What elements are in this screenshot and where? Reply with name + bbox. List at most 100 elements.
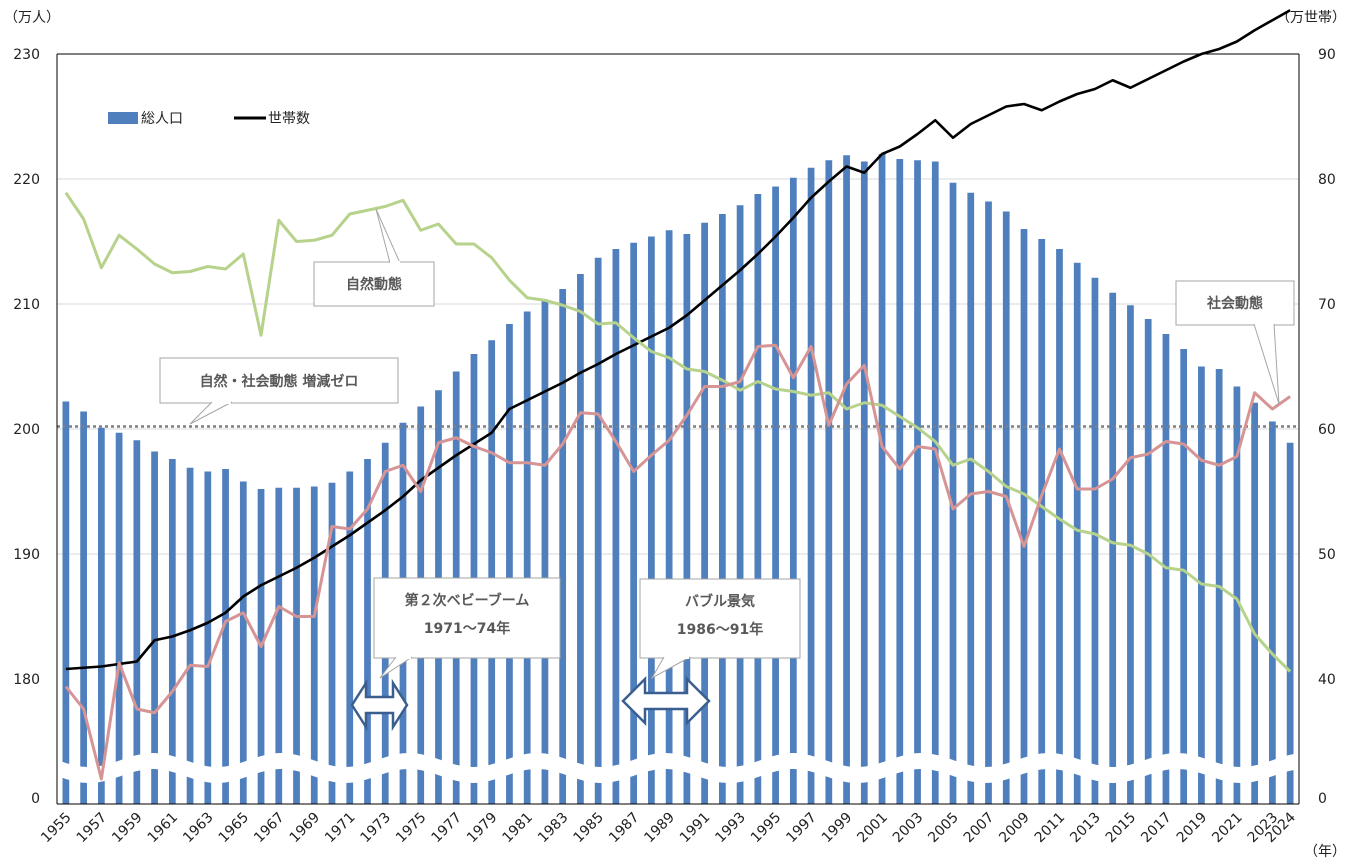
- x-tick-label: 1973: [358, 810, 395, 847]
- bar-population: [1056, 249, 1063, 804]
- right-tick-label: 50: [1318, 547, 1336, 563]
- bar-population: [931, 161, 939, 804]
- x-tick-label: 2017: [1138, 810, 1175, 847]
- bar-population: [1038, 239, 1046, 804]
- legend-label-population: 総人口: [141, 111, 183, 127]
- bar-population: [1002, 211, 1010, 804]
- axis-break-band: [54, 753, 1302, 783]
- callout-bubble-line2: 1986〜91年: [677, 621, 763, 638]
- x-tick-label: 1995: [748, 810, 785, 847]
- x-tick-label: 2001: [854, 810, 891, 847]
- callout-baby-boom-line1: 第２次ベビーブーム: [405, 592, 530, 609]
- callout-baby-boom-line2: 1971〜74年: [424, 620, 510, 637]
- x-tick-label: 1993: [712, 810, 749, 847]
- bar-population: [630, 242, 638, 804]
- series-lines: [57, 9, 1299, 781]
- bar-population: [985, 201, 992, 804]
- bar-population: [275, 487, 283, 804]
- bar-population: [151, 451, 158, 804]
- x-tick-label: 1957: [74, 810, 111, 847]
- bar-population: [1020, 229, 1028, 804]
- line-social-change: [64, 343, 1291, 781]
- bar-population: [1127, 305, 1134, 804]
- bar-population: [772, 186, 779, 804]
- left-axis-unit: （万人）: [4, 10, 60, 26]
- x-tick-label: 1955: [38, 810, 75, 847]
- bar-population: [736, 205, 744, 804]
- x-tick-label: 2009: [996, 810, 1033, 847]
- bar-population: [1233, 386, 1241, 804]
- left-tick-label: 210: [13, 297, 40, 313]
- bar-population: [701, 222, 708, 804]
- legend: 総人口 世帯数: [108, 111, 310, 127]
- bar-population: [648, 236, 655, 804]
- bar-population: [896, 159, 904, 804]
- bar-population: [293, 487, 300, 804]
- x-tick-label: 1975: [393, 810, 430, 847]
- bar-population: [222, 469, 229, 804]
- bar-population: [364, 459, 371, 804]
- bar-population: [541, 300, 549, 804]
- x-tick-label: 2021: [1209, 810, 1246, 847]
- x-tick-label: 1981: [499, 810, 536, 847]
- bar-population: [168, 459, 176, 804]
- bar-population: [860, 161, 868, 804]
- right-tick-label: 40: [1318, 672, 1336, 688]
- callout-natural-text: 自然動態: [346, 276, 402, 293]
- bar-population: [718, 214, 726, 804]
- left-tick-label: 180: [13, 672, 40, 688]
- right-axis-unit: （万世帯）: [1276, 10, 1346, 26]
- x-tick-label: 1965: [216, 810, 253, 847]
- bar-population: [789, 177, 797, 804]
- x-tick-label: 1979: [464, 810, 501, 847]
- bar-population: [967, 192, 975, 804]
- x-tick-label: 1983: [535, 810, 572, 847]
- line-natural-change: [64, 191, 1292, 673]
- x-tick-label: 1963: [180, 810, 217, 847]
- bar-population: [665, 230, 673, 804]
- callout-zero-line-text: 自然・社会動態 増減ゼロ: [200, 373, 359, 390]
- bar-population: [1286, 442, 1294, 804]
- bar-population: [754, 194, 762, 804]
- x-axis-unit: （年）: [1304, 844, 1346, 858]
- bar-population: [914, 160, 921, 804]
- callout-zero-line: 自然・社会動態 増減ゼロ: [159, 357, 399, 425]
- x-tick-label: 2007: [961, 810, 998, 847]
- right-tick-label: 70: [1318, 297, 1336, 313]
- left-tick-label: 190: [13, 547, 40, 563]
- x-tick-label: 1989: [641, 810, 678, 847]
- bar-population: [612, 249, 620, 804]
- bar-population: [239, 481, 247, 804]
- x-tick-label: 1999: [819, 810, 856, 847]
- baby-boom-range-arrow: [350, 678, 409, 732]
- bar-population: [807, 167, 815, 804]
- x-tick-label: 1985: [570, 810, 607, 847]
- x-tick-label: 1971: [322, 810, 359, 847]
- bar-population: [843, 155, 850, 804]
- bar-population: [1073, 262, 1081, 804]
- bar-population: [1109, 292, 1117, 804]
- bar-population: [523, 311, 531, 804]
- bar-population: [115, 432, 123, 804]
- bar-population: [1180, 349, 1188, 804]
- axis-break-waves: [54, 753, 1302, 783]
- callout-baby-boom: 第２次ベビーブーム 1971〜74年: [373, 577, 561, 679]
- x-tick-label: 1977: [429, 810, 466, 847]
- x-tick-label: 2011: [1032, 810, 1069, 847]
- x-tick-label: 2019: [1174, 810, 1211, 847]
- right-tick-label: 80: [1318, 172, 1336, 188]
- bar-population: [878, 154, 886, 804]
- bar-population: [346, 471, 354, 804]
- bar-population: [97, 427, 105, 804]
- axes: [56, 53, 1300, 805]
- line-households: [65, 9, 1291, 671]
- right-tick-label: 90: [1318, 47, 1336, 63]
- bar-population: [1251, 402, 1259, 804]
- x-tick-label: 1961: [145, 810, 182, 847]
- x-tick-label: 2005: [925, 810, 962, 847]
- callout-natural: 自然動態: [313, 208, 435, 307]
- bar-population: [1269, 421, 1276, 804]
- right-tick-label: 0: [1318, 791, 1327, 807]
- bar-population: [1144, 319, 1152, 804]
